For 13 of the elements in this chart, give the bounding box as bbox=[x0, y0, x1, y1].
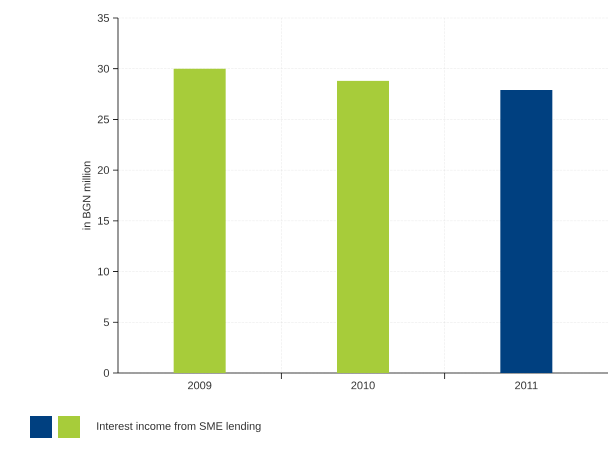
x-tick-label: 2010 bbox=[351, 382, 375, 390]
y-tick-label: 15 bbox=[98, 217, 110, 225]
y-tick-label: 20 bbox=[98, 166, 110, 174]
x-tick-label: 2011 bbox=[515, 382, 538, 390]
y-tick-label: 35 bbox=[98, 14, 110, 22]
x-tick-label: 2009 bbox=[188, 382, 212, 390]
y-tick-label: 30 bbox=[98, 64, 110, 73]
y-tick-label: 5 bbox=[104, 318, 110, 326]
y-tick-label: 0 bbox=[104, 369, 110, 377]
legend-label: Interest income from SME lending bbox=[97, 422, 261, 432]
y-axis-title: in BGN million bbox=[82, 162, 90, 230]
y-tick-label: 10 bbox=[98, 268, 110, 276]
y-tick-label: 25 bbox=[98, 116, 110, 124]
